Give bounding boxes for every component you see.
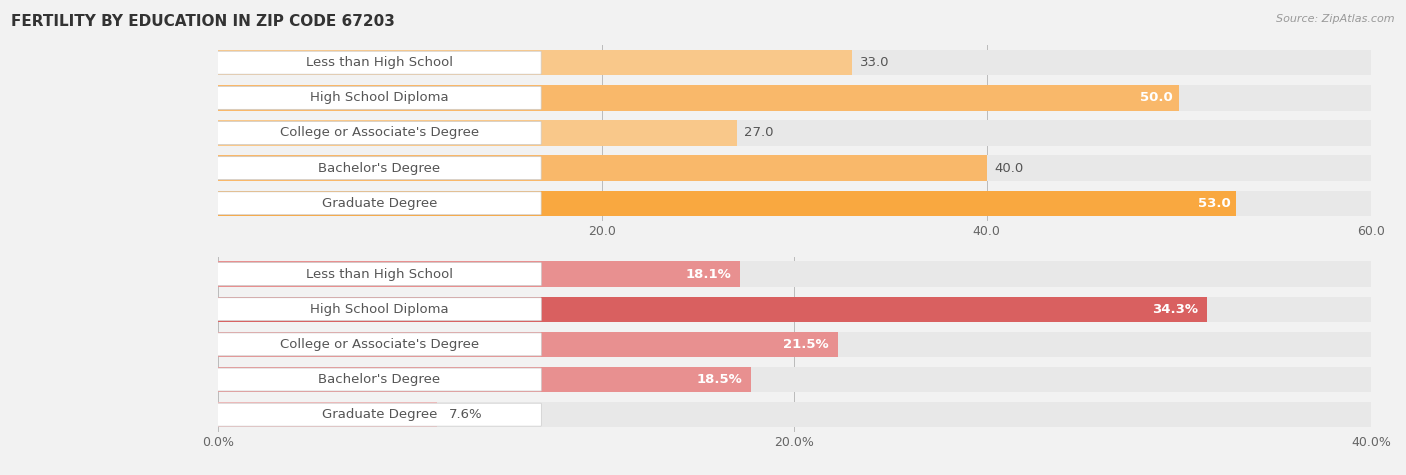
FancyBboxPatch shape (218, 86, 541, 109)
FancyBboxPatch shape (218, 298, 541, 321)
Bar (218, 85, 1178, 111)
Text: 21.5%: 21.5% (783, 338, 830, 351)
Text: 33.0: 33.0 (859, 56, 889, 69)
Bar (218, 402, 1371, 428)
FancyBboxPatch shape (218, 157, 541, 180)
Bar (218, 367, 1371, 392)
Bar (218, 296, 1371, 322)
FancyBboxPatch shape (218, 263, 541, 285)
Bar (218, 332, 838, 357)
Bar (218, 190, 1371, 216)
Bar (218, 155, 1371, 181)
Bar (218, 261, 740, 287)
Text: Less than High School: Less than High School (307, 267, 453, 281)
Bar (218, 120, 737, 146)
Text: 50.0: 50.0 (1140, 91, 1173, 104)
Text: 40.0: 40.0 (994, 162, 1024, 175)
FancyBboxPatch shape (218, 122, 541, 144)
FancyBboxPatch shape (218, 403, 541, 426)
FancyBboxPatch shape (218, 368, 541, 391)
Text: College or Associate's Degree: College or Associate's Degree (280, 126, 479, 140)
Text: Bachelor's Degree: Bachelor's Degree (318, 373, 440, 386)
Text: Source: ZipAtlas.com: Source: ZipAtlas.com (1277, 14, 1395, 24)
FancyBboxPatch shape (218, 51, 541, 74)
Text: Graduate Degree: Graduate Degree (322, 197, 437, 210)
Text: 34.3%: 34.3% (1152, 303, 1198, 316)
Bar (218, 50, 1371, 76)
Text: High School Diploma: High School Diploma (311, 91, 449, 104)
Text: FERTILITY BY EDUCATION IN ZIP CODE 67203: FERTILITY BY EDUCATION IN ZIP CODE 67203 (11, 14, 395, 29)
Bar (218, 296, 1206, 322)
Bar (218, 261, 1371, 287)
Bar (218, 332, 1371, 357)
Bar (218, 120, 1371, 146)
FancyBboxPatch shape (218, 192, 541, 215)
Text: Less than High School: Less than High School (307, 56, 453, 69)
Bar (218, 85, 1371, 111)
Text: 27.0: 27.0 (744, 126, 773, 140)
Text: 7.6%: 7.6% (449, 408, 482, 421)
Bar (218, 50, 852, 76)
Text: High School Diploma: High School Diploma (311, 303, 449, 316)
Bar (218, 367, 751, 392)
Text: 53.0: 53.0 (1198, 197, 1230, 210)
Text: Graduate Degree: Graduate Degree (322, 408, 437, 421)
Text: 18.5%: 18.5% (697, 373, 742, 386)
Text: 18.1%: 18.1% (685, 267, 731, 281)
FancyBboxPatch shape (218, 333, 541, 356)
Bar (218, 190, 1236, 216)
Bar (218, 155, 987, 181)
Text: College or Associate's Degree: College or Associate's Degree (280, 338, 479, 351)
Bar (218, 402, 437, 428)
Text: Bachelor's Degree: Bachelor's Degree (318, 162, 440, 175)
